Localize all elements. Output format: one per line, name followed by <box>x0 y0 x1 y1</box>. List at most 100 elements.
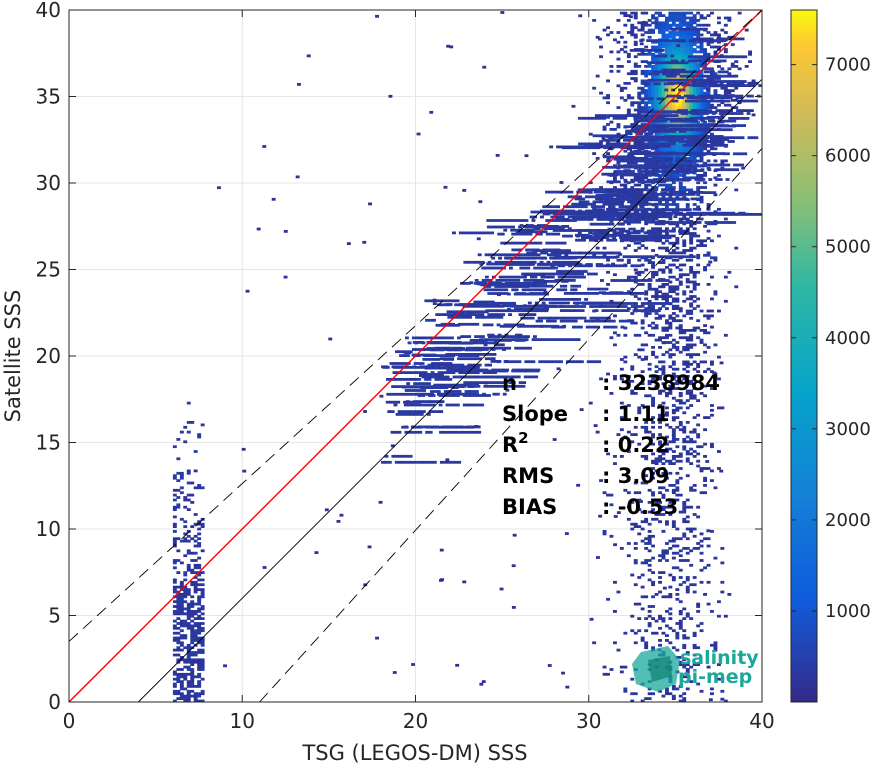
density-cell <box>692 50 697 54</box>
density-cell <box>633 392 638 395</box>
density-cell <box>654 98 659 102</box>
density-cell <box>647 115 652 119</box>
density-cell <box>689 295 694 298</box>
density-cell <box>441 346 446 350</box>
density-cell <box>678 21 683 25</box>
density-cell <box>623 178 628 182</box>
density-cell <box>514 360 518 364</box>
density-cell <box>675 210 680 214</box>
density-cell <box>591 319 595 323</box>
density-cell <box>637 264 642 268</box>
density-cell <box>668 147 673 151</box>
density-cell <box>685 38 690 42</box>
density-cell <box>675 50 680 54</box>
density-cell <box>678 406 683 410</box>
density-cell <box>699 57 704 61</box>
density-cell <box>723 48 728 51</box>
density-cell <box>733 81 738 85</box>
density-cell <box>654 462 659 465</box>
density-cell <box>591 236 596 240</box>
density-cell <box>696 103 701 107</box>
density-cell <box>658 486 662 490</box>
density-cell <box>629 49 634 52</box>
density-cell <box>640 244 645 247</box>
density-cell <box>678 624 683 628</box>
density-cell <box>688 99 693 103</box>
density-cell <box>507 360 511 364</box>
density-cell <box>682 534 687 538</box>
density-cell <box>682 106 687 109</box>
density-cell <box>696 283 701 286</box>
density-cell <box>689 382 694 386</box>
density-cell <box>609 299 614 303</box>
density-cell <box>685 343 690 347</box>
density-cell <box>658 392 662 395</box>
density-cell <box>678 280 683 284</box>
density-cell <box>421 403 426 407</box>
density-cell <box>696 663 701 666</box>
density-cell <box>665 147 669 151</box>
density-cell <box>692 547 697 550</box>
density-cell <box>529 230 534 234</box>
density-cell <box>682 52 687 56</box>
density-cell <box>480 300 485 304</box>
density-cell <box>692 159 697 163</box>
density-cell <box>626 292 631 295</box>
density-cell <box>525 313 530 316</box>
density-cell <box>469 341 474 345</box>
density-cell <box>658 170 663 173</box>
density-cell <box>687 138 691 141</box>
density-cell <box>658 314 662 318</box>
density-cell <box>640 425 645 429</box>
density-cell <box>703 428 707 432</box>
density-cell <box>740 81 745 85</box>
density-cell <box>751 79 756 83</box>
density-cell <box>675 101 680 105</box>
density-cell <box>428 425 433 429</box>
density-cell <box>498 266 503 270</box>
density-cell <box>689 101 694 105</box>
density-cell <box>671 241 676 245</box>
density-cell <box>403 362 408 365</box>
density-cell <box>685 309 690 313</box>
density-cell <box>696 23 701 27</box>
density-cell <box>428 403 433 407</box>
density-cell <box>717 234 721 238</box>
density-cell <box>651 217 655 221</box>
density-cell <box>469 346 473 350</box>
density-cell <box>651 377 655 381</box>
density-cell <box>692 643 697 647</box>
density-cell <box>682 186 687 189</box>
density-cell <box>682 411 687 415</box>
density-cell <box>675 57 680 61</box>
density-cell <box>692 534 697 538</box>
density-cell <box>647 101 652 105</box>
density-cell <box>665 522 669 526</box>
density-cell <box>647 161 652 165</box>
density-cell <box>685 157 690 160</box>
density-cell <box>616 125 621 129</box>
density-cell <box>730 81 734 85</box>
density-cell <box>627 193 632 197</box>
density-cell <box>699 622 704 625</box>
density-cell <box>592 302 597 305</box>
density-cell <box>699 174 704 177</box>
density-cell <box>661 595 666 599</box>
density-cell <box>654 290 659 294</box>
density-cell <box>477 260 482 264</box>
density-cell <box>585 255 590 259</box>
density-cell <box>661 462 666 465</box>
density-cell <box>651 74 655 78</box>
density-cell <box>457 390 462 393</box>
density-cell <box>661 360 666 364</box>
density-cell <box>693 168 698 172</box>
density-cell <box>689 680 694 683</box>
density-cell <box>671 23 676 27</box>
density-cell <box>671 86 676 90</box>
density-cell <box>633 26 638 30</box>
density-cell <box>689 389 694 393</box>
density-cell <box>682 72 687 76</box>
density-cell <box>491 381 495 384</box>
density-cell <box>718 128 723 132</box>
density-cell <box>665 132 669 136</box>
